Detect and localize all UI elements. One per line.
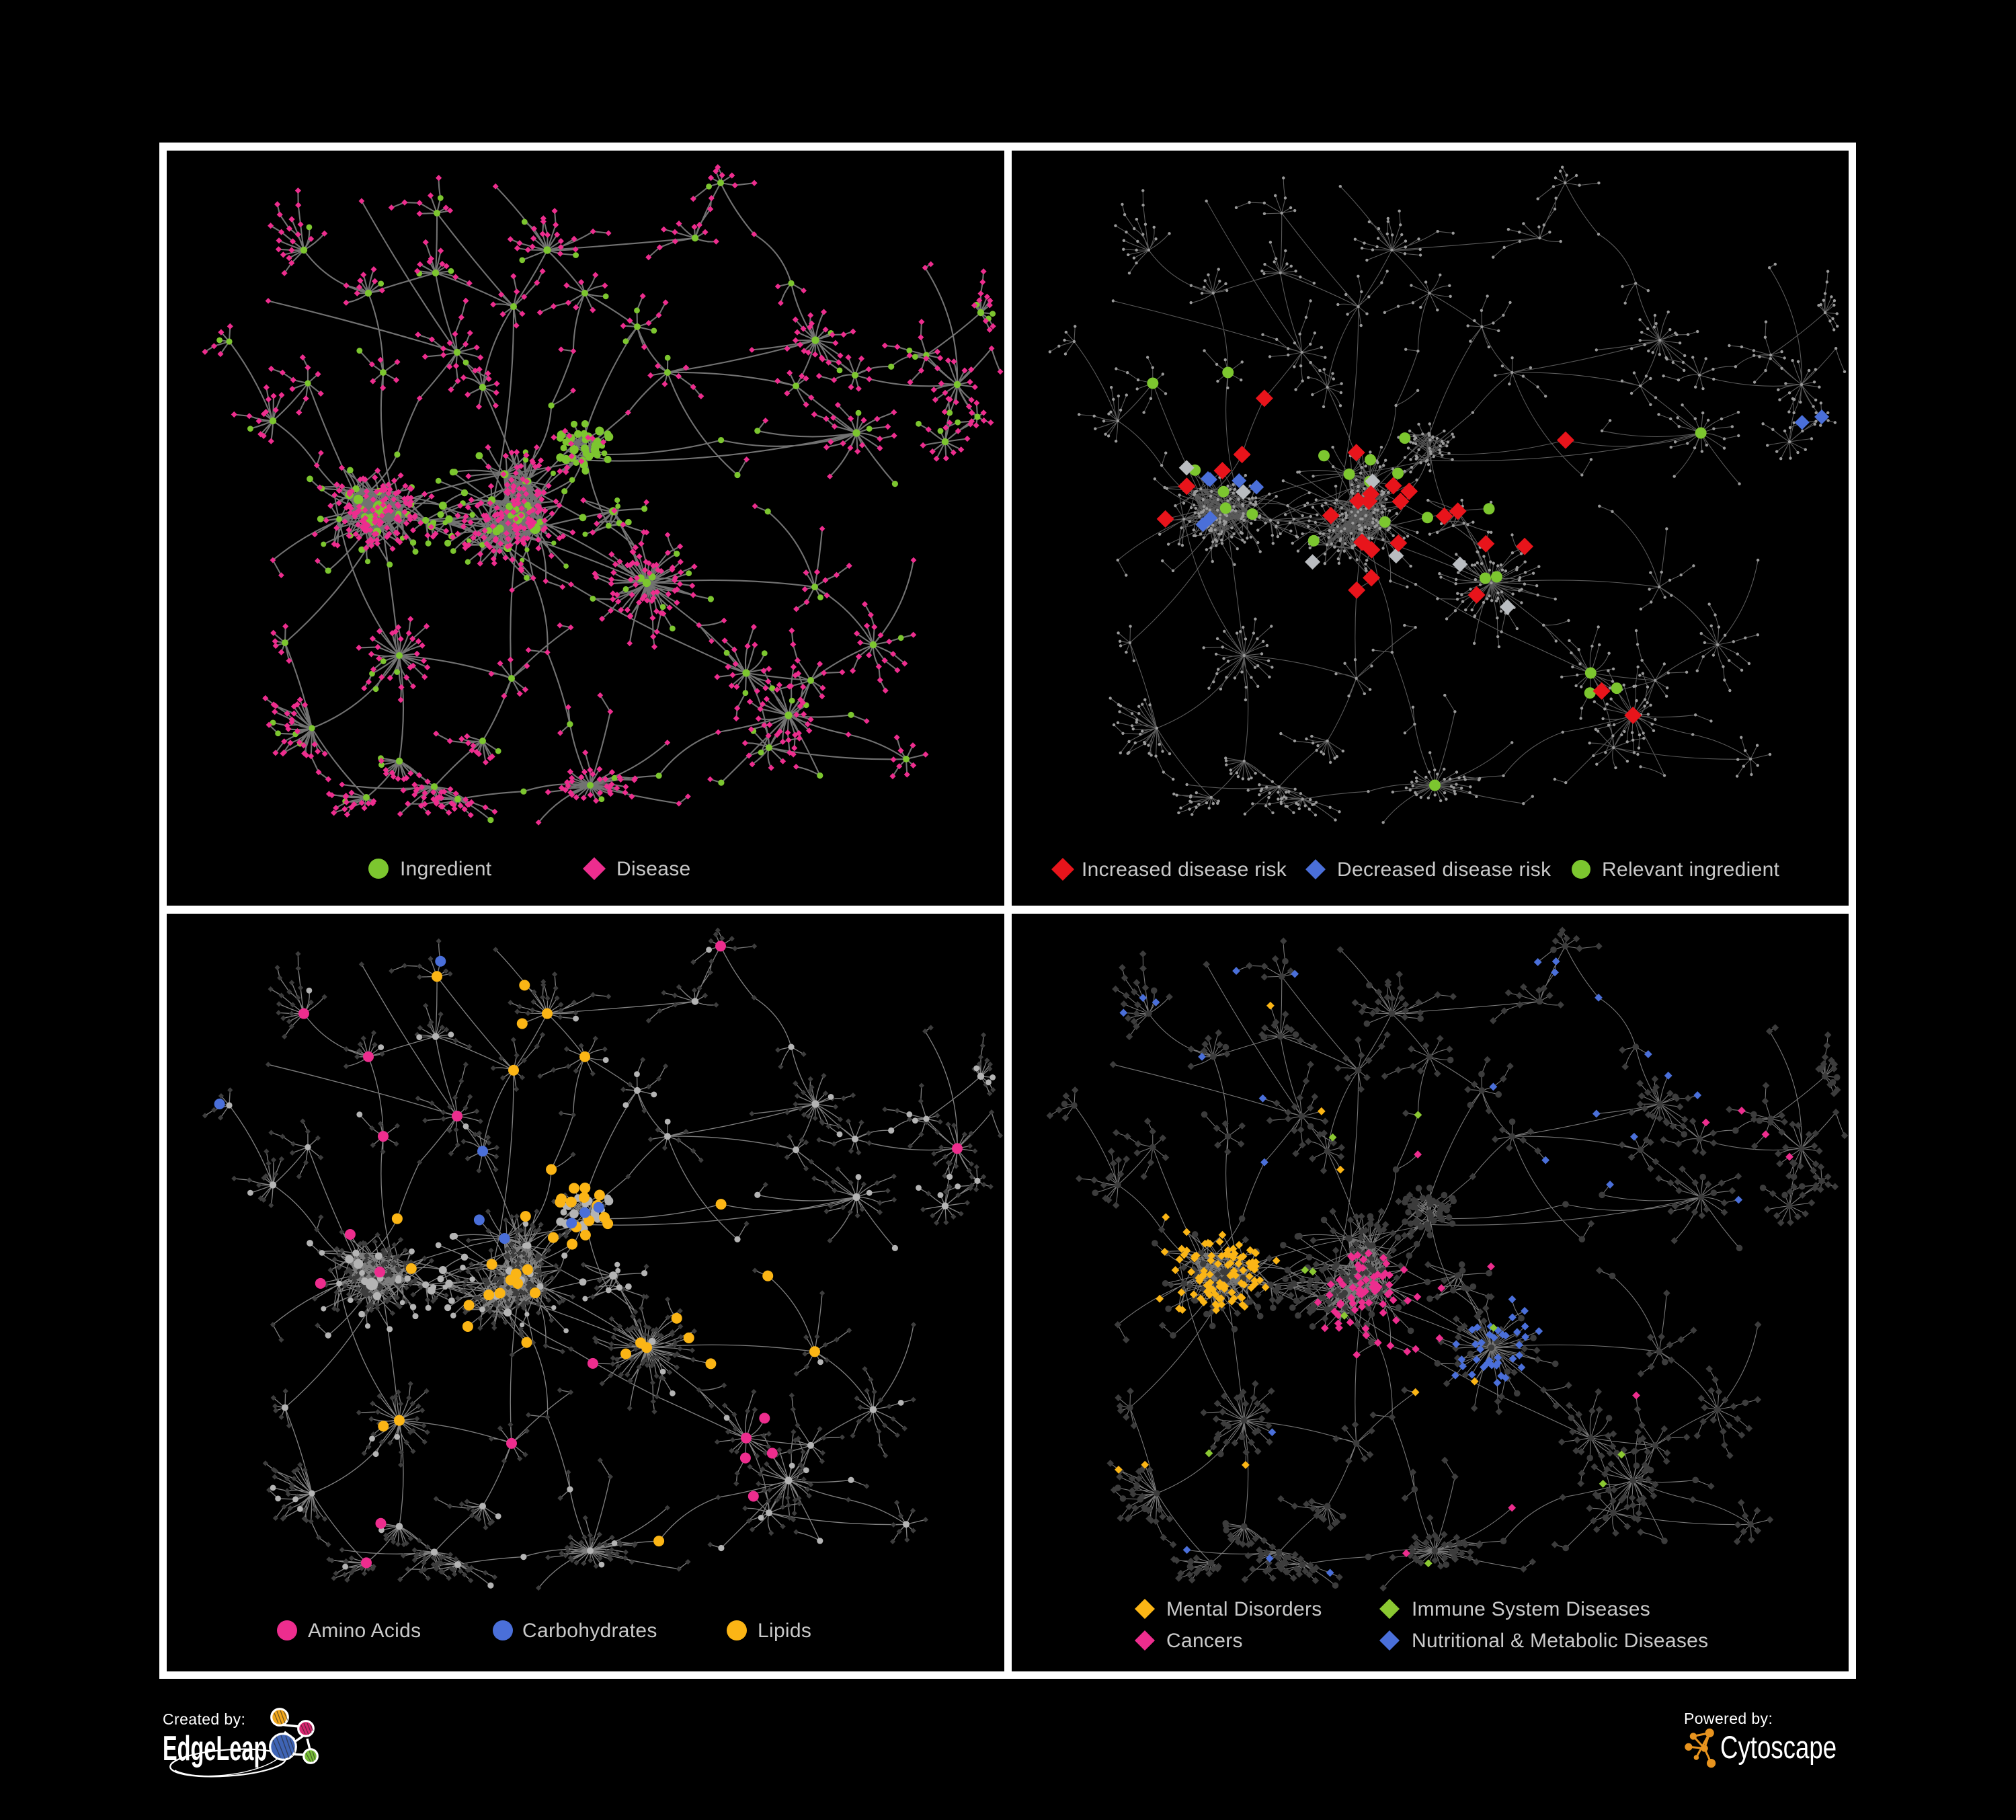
svg-text:EdgeLeap: EdgeLeap xyxy=(163,1729,267,1768)
svg-text:Cytoscape: Cytoscape xyxy=(1720,1730,1837,1765)
